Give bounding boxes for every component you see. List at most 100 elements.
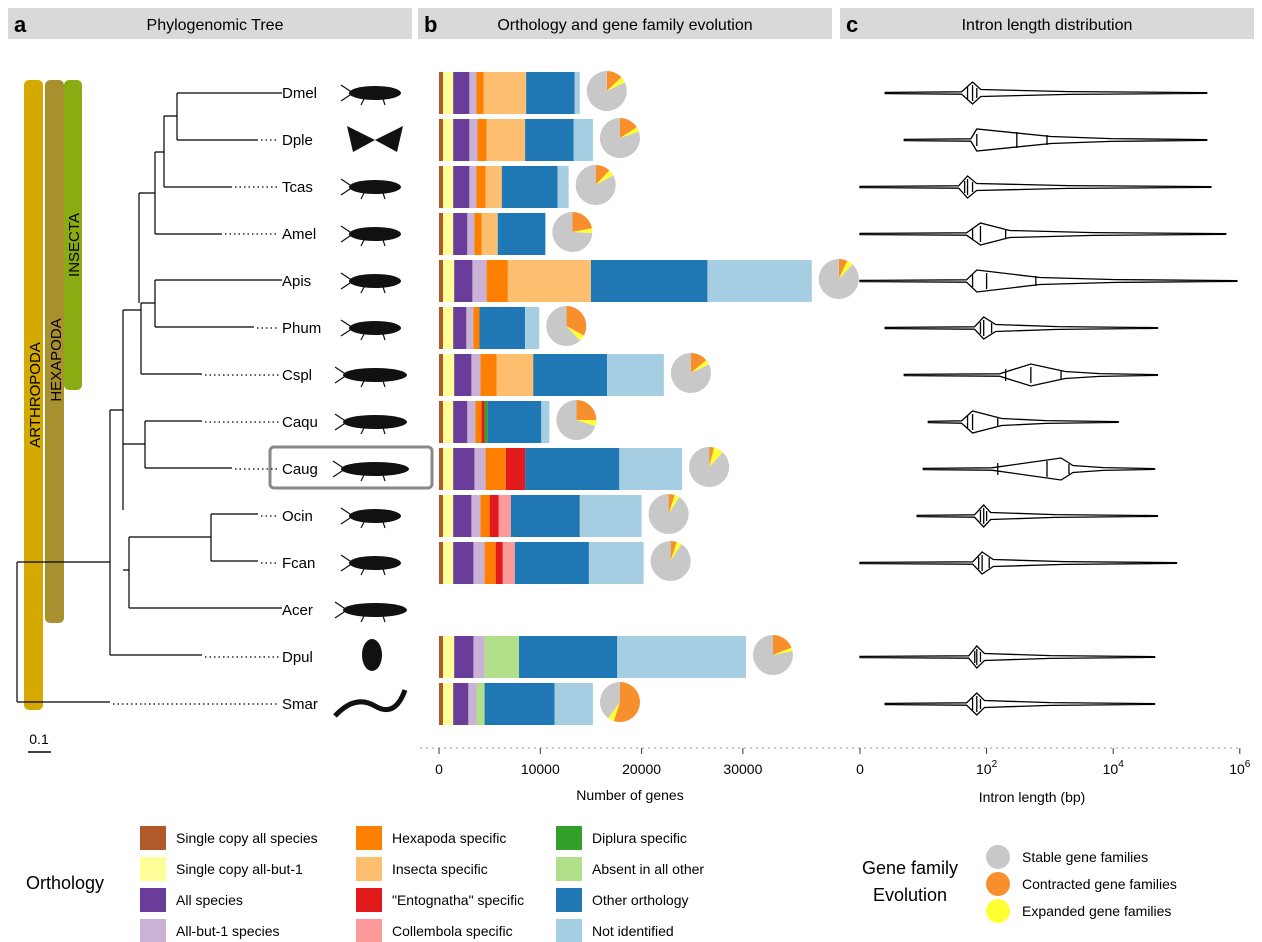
axis-b-tick-label-10000: 10000 (521, 761, 560, 777)
tree-branch-amel (154, 151, 222, 235)
bar-segment-smar-not-identified (554, 683, 593, 725)
tree-branch-cspl (140, 303, 202, 375)
pie-caqu (556, 400, 597, 440)
panel-header-b: b Orthology and gene family evolution (418, 8, 832, 39)
bar-segment-amel-insecta-specific (481, 213, 498, 255)
violin-shape-cspl (903, 363, 1159, 387)
bar-segment-cspl-hexapoda-specific (480, 354, 497, 396)
legend-label-all-species: All species (176, 892, 243, 908)
legend-item-all-but-1-species: All-but-1 species (140, 919, 280, 942)
bar-segment-smar-single-copy-all-but-1 (443, 683, 454, 725)
centipede-body (333, 689, 408, 718)
violin-shape-ocin (916, 504, 1159, 528)
organism-silhouette-acer (334, 601, 407, 623)
bar-stack-amel (439, 212, 593, 255)
bar-segment-cspl-all-but-1-species (471, 354, 481, 396)
pie-amel (552, 212, 593, 252)
bar-segment-tcas-all-but-1-species (469, 166, 477, 208)
legend-item-collembola-specific: Collembola specific (356, 919, 513, 942)
species-row-amel: Amel (225, 225, 401, 247)
tree-branch-insecta-root (122, 309, 141, 510)
bar-segment-ocin-entognatha-specific (489, 495, 499, 537)
legend-item-other-orthology: Other orthology (556, 888, 689, 912)
pie-slice-caug-contracted (709, 447, 715, 467)
legend-label-single-copy-all-but-1: Single copy all-but-1 (176, 861, 303, 877)
tree-branch-collembola (210, 513, 258, 562)
species-label-smar: Smar (282, 696, 318, 713)
bar-segment-ocin-single-copy-all-but-1 (443, 495, 454, 537)
violin-shape-smar (884, 692, 1156, 716)
pie-slice-amel-expanded (572, 228, 593, 234)
panel-title-a: Phylogenomic Tree (147, 17, 284, 34)
insect-legs (340, 178, 386, 200)
pie-slice-tcas-stable (575, 165, 616, 205)
bar-segment-dpul-other-orthology (519, 636, 618, 678)
bar-segment-amel-all-species (453, 213, 468, 255)
clade-bars: ARTHROPODA HEXAPODA INSECTA (24, 80, 83, 710)
legend: Orthology Gene family Evolution Single c… (26, 826, 1177, 942)
violin-shape-tcas (859, 175, 1212, 199)
panel-header-a: a Phylogenomic Tree (8, 8, 412, 39)
bar-segment-dpul-all-but-1-species (473, 636, 485, 678)
violin-shape-dple (903, 128, 1208, 152)
bar-segment-dmel-single-copy-all-species (439, 72, 444, 114)
pie-slice-ocin-contracted (668, 494, 675, 514)
bar-segment-dpul-not-identified (617, 636, 746, 678)
bar-segment-ocin-other-orthology (510, 495, 580, 537)
tree-branch-tcas (163, 115, 232, 188)
bar-segment-smar-absent-in-all-other (476, 683, 485, 725)
panel-letter-c: c (846, 12, 858, 37)
pie-dmel (586, 71, 627, 111)
insect-body (349, 180, 401, 194)
panel-header-c-bg (840, 8, 1254, 39)
insect-body (349, 509, 401, 523)
species-label-caqu: Caqu (282, 414, 318, 431)
legend-swatch-single-copy-all-but-1 (140, 857, 166, 881)
bar-segment-phum-single-copy-all-but-1 (443, 307, 454, 349)
bar-segment-cspl-single-copy-all-but-1 (443, 354, 455, 396)
legend-swatch-all-species (140, 888, 166, 912)
pie-caug (689, 447, 730, 487)
axis-b-tick-label-0: 0 (435, 761, 443, 777)
bar-segment-smar-all-but-1-species (468, 683, 477, 725)
pie-slice-dple-stable (599, 118, 640, 158)
legend-swatch-other-orthology (556, 888, 582, 912)
organism-silhouette-fcan (340, 554, 401, 576)
panel-letter-a: a (14, 12, 27, 37)
bar-stack-phum (439, 306, 587, 349)
tree-branch-apis-phum (154, 279, 282, 328)
bar-segment-caug-single-copy-all-but-1 (443, 448, 454, 490)
species-row-dple: Dple (261, 126, 403, 152)
bar-segment-cspl-insecta-specific (496, 354, 534, 396)
violin-shape-caug (922, 457, 1156, 481)
legend-label-contracted: Contracted gene families (1022, 876, 1177, 892)
legend-swatch-single-copy-all-species (140, 826, 166, 850)
pie-slice-dpul-stable (752, 635, 793, 675)
bar-segment-smar-other-orthology (484, 683, 555, 725)
legend-label-collembola-specific: Collembola specific (392, 923, 513, 939)
pie-slice-tcas-contracted (595, 165, 610, 185)
violin-caug (922, 457, 1156, 481)
bar-segment-cspl-other-orthology (533, 354, 608, 396)
violin-shape-fcan (859, 551, 1178, 575)
bar-segment-tcas-single-copy-all-but-1 (443, 166, 454, 208)
violin-tcas (859, 175, 1212, 199)
pie-slice-phum-expanded (566, 326, 584, 341)
bar-segment-ocin-single-copy-all-species (439, 495, 444, 537)
axis-b-tick-label-20000: 20000 (622, 761, 661, 777)
axis-b: Number of genes 0 10000 20000 30000 (420, 747, 1240, 803)
species-row-cspl: Cspl (205, 366, 407, 388)
legend-label-single-copy-all-species: Single copy all species (176, 830, 318, 846)
pie-slice-smar-contracted (613, 682, 640, 723)
pie-dpul (752, 635, 793, 675)
insect-body (343, 415, 407, 429)
bar-segment-phum-single-copy-all-species (439, 307, 444, 349)
axis-c-label: Intron length (bp) (979, 789, 1086, 805)
bar-segment-tcas-hexapoda-specific (476, 166, 486, 208)
bar-stack-ocin (439, 494, 689, 537)
bar-segment-amel-other-orthology (497, 213, 546, 255)
organism-silhouette-dpul (362, 639, 382, 671)
bar-segment-phum-all-but-1-species (466, 307, 474, 349)
violin-shape-phum (884, 316, 1159, 340)
